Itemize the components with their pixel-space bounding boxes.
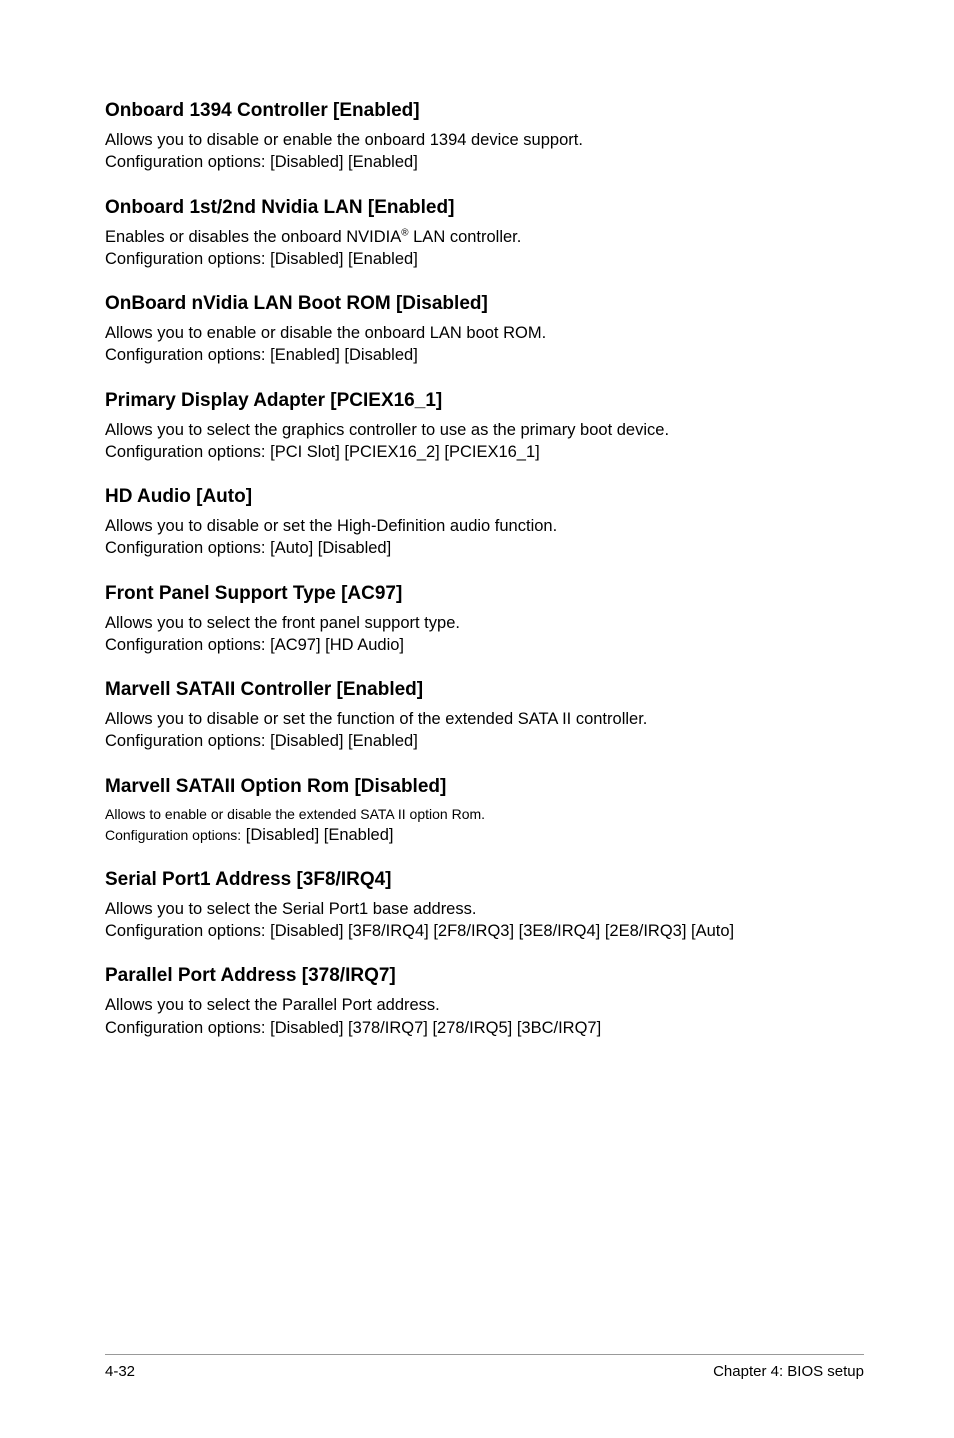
config-section: Parallel Port Address [378/IRQ7] Allows … xyxy=(105,965,864,1039)
section-line1: Allows you to select the Serial Port1 ba… xyxy=(105,900,476,918)
section-title: HD Audio [Auto] xyxy=(105,486,864,508)
section-line1: Allows you to select the front panel sup… xyxy=(105,614,460,632)
section-body: Allows you to disable or enable the onbo… xyxy=(105,129,864,174)
section-title: Parallel Port Address [378/IRQ7] xyxy=(105,965,864,987)
config-section: HD Audio [Auto] Allows you to disable or… xyxy=(105,486,864,560)
config-section: Primary Display Adapter [PCIEX16_1] Allo… xyxy=(105,390,864,464)
section-body: Enables or disables the onboard NVIDIA® … xyxy=(105,226,864,271)
section-line1: Allows you to disable or enable the onbo… xyxy=(105,131,583,149)
section-line1: Allows you to disable or set the functio… xyxy=(105,710,647,728)
config-section: OnBoard nVidia LAN Boot ROM [Disabled] A… xyxy=(105,293,864,367)
section-body: Allows you to disable or set the High-De… xyxy=(105,515,864,560)
section-title: Serial Port1 Address [3F8/IRQ4] xyxy=(105,869,864,891)
section-line1-post: LAN controller. xyxy=(409,228,522,246)
section-title: Marvell SATAII Controller [Enabled] xyxy=(105,679,864,701)
section-line2: Configuration options: [Disabled] [Enabl… xyxy=(105,732,418,750)
section-line2-pre: Configuration options: xyxy=(105,827,241,843)
section-line1: Allows you to disable or set the High-De… xyxy=(105,517,557,535)
registered-mark: ® xyxy=(401,227,408,238)
config-section: Serial Port1 Address [3F8/IRQ4] Allows y… xyxy=(105,869,864,943)
section-line2: Configuration options: [Disabled] [Enabl… xyxy=(105,250,418,268)
section-title: Front Panel Support Type [AC97] xyxy=(105,583,864,605)
section-body: Allows you to enable or disable the onbo… xyxy=(105,322,864,367)
section-line1: Allows you to select the graphics contro… xyxy=(105,421,669,439)
section-line2: Configuration options: [PCI Slot] [PCIEX… xyxy=(105,443,540,461)
section-line2: Configuration options: [Disabled] [3F8/I… xyxy=(105,922,734,940)
section-line2-post: [Disabled] [Enabled] xyxy=(241,826,393,844)
config-section: Marvell SATAII Controller [Enabled] Allo… xyxy=(105,679,864,753)
section-title: Onboard 1st/2nd Nvidia LAN [Enabled] xyxy=(105,197,864,219)
section-line2: Configuration options: [Auto] [Disabled] xyxy=(105,539,391,557)
section-line2: Configuration options: [Disabled] [378/I… xyxy=(105,1019,601,1037)
section-body: Allows to enable or disable the extended… xyxy=(105,805,864,846)
section-title: Marvell SATAII Option Rom [Disabled] xyxy=(105,776,864,798)
section-title: Primary Display Adapter [PCIEX16_1] xyxy=(105,390,864,412)
config-section: Onboard 1394 Controller [Enabled] Allows… xyxy=(105,100,864,174)
page-number: 4-32 xyxy=(105,1363,135,1380)
section-line2: Configuration options: [AC97] [HD Audio] xyxy=(105,636,404,654)
section-line1: Allows you to enable or disable the onbo… xyxy=(105,324,546,342)
section-body: Allows you to select the graphics contro… xyxy=(105,419,864,464)
config-section: Onboard 1st/2nd Nvidia LAN [Enabled] Ena… xyxy=(105,197,864,271)
section-line1: Allows you to select the Parallel Port a… xyxy=(105,996,440,1014)
section-title: OnBoard nVidia LAN Boot ROM [Disabled] xyxy=(105,293,864,315)
chapter-label: Chapter 4: BIOS setup xyxy=(713,1363,864,1380)
config-section: Marvell SATAII Option Rom [Disabled] All… xyxy=(105,776,864,846)
section-line1: Allows to enable or disable the extended… xyxy=(105,806,485,822)
section-line1-pre: Enables or disables the onboard NVIDIA xyxy=(105,228,401,246)
section-body: Allows you to select the front panel sup… xyxy=(105,612,864,657)
section-body: Allows you to select the Serial Port1 ba… xyxy=(105,898,864,943)
page-footer: 4-32 Chapter 4: BIOS setup xyxy=(105,1354,864,1380)
section-line2: Configuration options: [Enabled] [Disabl… xyxy=(105,346,418,364)
section-body: Allows you to select the Parallel Port a… xyxy=(105,994,864,1039)
section-title: Onboard 1394 Controller [Enabled] xyxy=(105,100,864,122)
config-section: Front Panel Support Type [AC97] Allows y… xyxy=(105,583,864,657)
section-body: Allows you to disable or set the functio… xyxy=(105,708,864,753)
section-line2: Configuration options: [Disabled] [Enabl… xyxy=(105,153,418,171)
